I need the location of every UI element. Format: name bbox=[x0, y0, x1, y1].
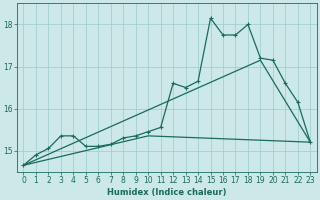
X-axis label: Humidex (Indice chaleur): Humidex (Indice chaleur) bbox=[107, 188, 227, 197]
